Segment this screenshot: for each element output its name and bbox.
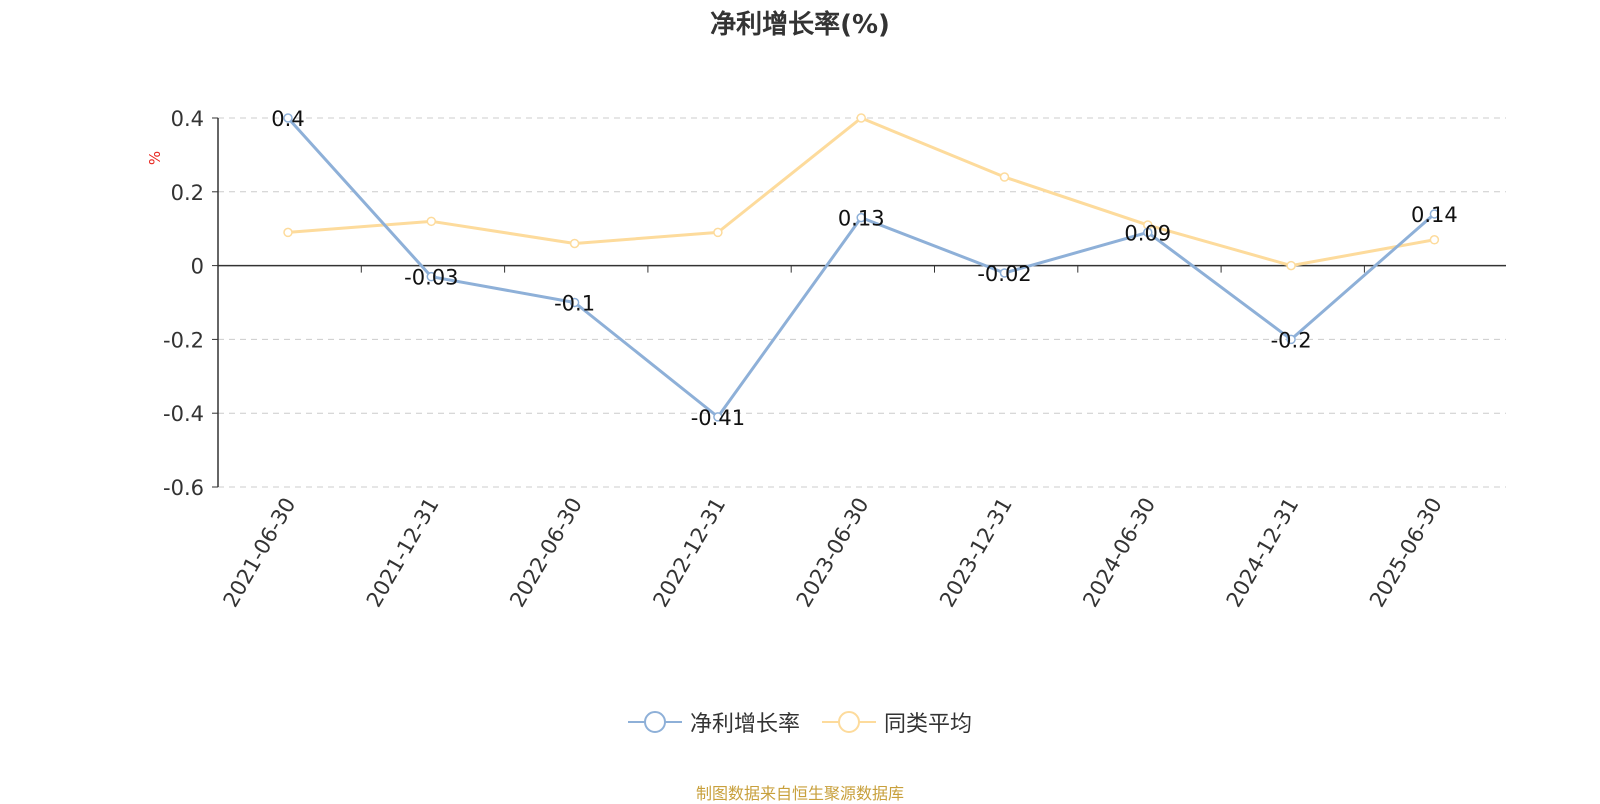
legend-line-circle-icon (822, 711, 876, 733)
data-point (713, 227, 723, 238)
legend-item-net-profit[interactable]: 净利增长率 (627, 706, 800, 738)
x-tick-label: 2021-12-31 (362, 494, 444, 612)
legend: 净利增长率 同类平均 (0, 706, 1600, 738)
legend-label-net-profit: 净利增长率 (689, 712, 800, 737)
x-tick-label: 2024-12-31 (1222, 494, 1304, 612)
data-label: -0.1 (554, 292, 595, 316)
data-point (999, 268, 1010, 278)
y-axis-label: % (146, 151, 164, 165)
x-tick-label: 2023-06-30 (792, 494, 874, 612)
data-point (999, 172, 1010, 182)
data-point (856, 113, 866, 123)
data-point (569, 297, 580, 308)
data-point (283, 227, 293, 238)
data-point (1429, 209, 1440, 219)
y-tick-label: 0 (191, 255, 204, 279)
chart-title: 净利增长率(%) (710, 10, 890, 40)
data-point (569, 238, 580, 249)
series-line (286, 116, 1436, 419)
data-label: -0.41 (691, 406, 745, 430)
gridlines (218, 117, 1506, 488)
x-tick-label: 2022-06-30 (505, 494, 587, 612)
data-label: -0.2 (1271, 328, 1312, 352)
y-tick-label: -0.4 (163, 402, 204, 426)
data-label: 0.09 (1124, 221, 1171, 245)
data-label: 0.13 (838, 207, 885, 231)
x-tick-label: 2022-12-31 (648, 494, 730, 612)
data-point (1429, 235, 1440, 245)
data-point (283, 113, 293, 123)
legend-item-peer-average[interactable]: 同类平均 (822, 706, 972, 738)
data-labels: 0.4 -0.03 -0.1 -0.41 0.13 -0.02 0.09 -0.2 0.14 (271, 107, 1457, 430)
x-tick-label: 2025-06-30 (1365, 494, 1447, 612)
data-label: 0.14 (1411, 203, 1458, 227)
source-note: 制图数据来自恒生聚源数据库 (695, 784, 904, 803)
data-label: 0.4 (271, 107, 304, 131)
data-point (1143, 227, 1153, 238)
data-label: -0.03 (404, 266, 458, 290)
data-point (426, 216, 437, 227)
x-tick-label: 2021-06-30 (219, 494, 301, 612)
y-tick-label: -0.6 (163, 476, 204, 500)
data-point (713, 412, 723, 422)
x-tick-label: 2024-06-30 (1078, 494, 1160, 612)
data-point (1286, 334, 1296, 345)
series (283, 113, 1440, 422)
x-tick-label: 2023-12-31 (935, 494, 1017, 612)
data-point (1286, 260, 1296, 271)
data-point (426, 271, 437, 282)
data-point (856, 212, 866, 223)
y-tick-label: 0.4 (171, 107, 204, 131)
legend-label-peer-average: 同类平均 (884, 712, 973, 737)
legend-line-circle-icon (627, 711, 682, 733)
y-tick-label: -0.2 (163, 328, 204, 352)
axes: 0.4 0.2 0 -0.2 -0.4 -0.6% 2021-06-30 2021-12-31… (146, 107, 1506, 611)
y-tick-label: 0.2 (171, 181, 204, 205)
data-label: -0.02 (977, 262, 1031, 286)
